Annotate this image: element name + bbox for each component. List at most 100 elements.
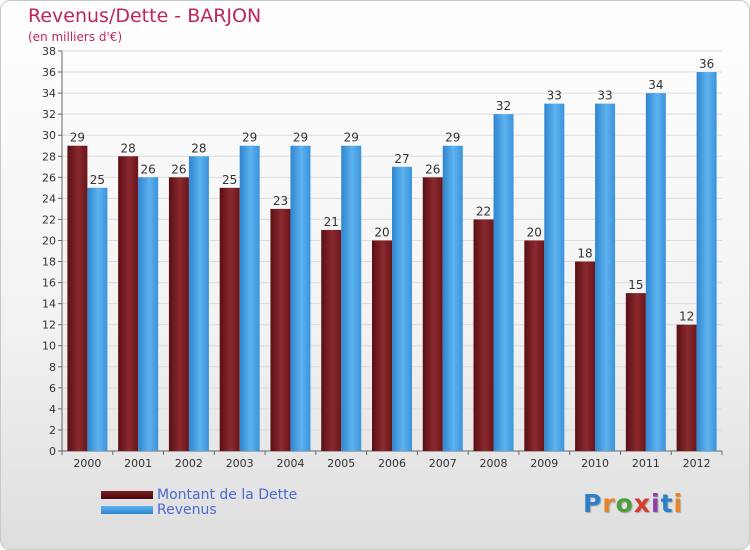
y-tick-label-12: 12 <box>42 319 56 332</box>
y-tick-label-6: 6 <box>49 382 56 395</box>
bar-debt-2002 <box>168 177 189 451</box>
x-tick-label-2007: 2007 <box>429 457 457 470</box>
proxiti-logo: Proxiti <box>583 489 683 518</box>
data-label-revenue-2004: 29 <box>293 131 308 145</box>
legend-item-debt: Montant de la Dette <box>101 487 297 503</box>
bar-debt-2003 <box>219 187 240 451</box>
x-tick-label-2004: 2004 <box>276 457 304 470</box>
legend-swatch-debt <box>101 491 153 499</box>
legend-item-revenue: Revenus <box>101 502 217 518</box>
x-tick-label-2003: 2003 <box>226 457 254 470</box>
bar-revenue-2006 <box>392 166 412 451</box>
data-label-revenue-2006: 27 <box>394 152 409 166</box>
data-label-debt-2012: 12 <box>679 310 694 324</box>
bar-debt-2008 <box>473 219 494 451</box>
y-tick-label-26: 26 <box>42 171 56 184</box>
logo-letter: x <box>633 489 651 518</box>
data-labels: 29 25 28 26 26 28 25 29 23 29 21 29 20 27 26 29 22 32 20 33… <box>70 57 715 324</box>
data-label-debt-2006: 20 <box>374 225 389 239</box>
x-tick-label-2011: 2011 <box>632 457 660 470</box>
logo-letter: r <box>602 489 616 518</box>
bar-debt-2012 <box>676 324 697 451</box>
bar-revenue-2007 <box>442 145 463 451</box>
y-tick-label-10: 10 <box>42 340 56 353</box>
data-label-debt-2010: 18 <box>577 247 592 261</box>
bar-debt-2005 <box>321 229 342 451</box>
bar-revenue-2008 <box>493 114 514 451</box>
y-tick-label-34: 34 <box>42 87 56 100</box>
x-tick-label-2001: 2001 <box>124 457 152 470</box>
bar-debt-2006 <box>372 240 392 451</box>
x-tick-label-2009: 2009 <box>530 457 558 470</box>
logo-letter: o <box>615 489 634 518</box>
x-tick-label-2010: 2010 <box>581 457 609 470</box>
y-tick-label-24: 24 <box>42 192 56 205</box>
data-label-debt-2007: 26 <box>425 162 440 176</box>
x-tick-label-2000: 2000 <box>73 457 101 470</box>
bar-revenue-2003 <box>239 145 260 451</box>
chart-title: Revenus/Dette - BARJON <box>28 5 262 27</box>
y-tick-label-32: 32 <box>42 108 56 121</box>
bar-revenue-2004 <box>290 145 311 451</box>
data-label-revenue-2000: 25 <box>90 173 105 187</box>
bar-debt-2000 <box>67 145 88 451</box>
bars <box>67 72 717 452</box>
data-label-revenue-2005: 29 <box>344 131 359 145</box>
bar-revenue-2011 <box>645 93 666 452</box>
y-tick-label-4: 4 <box>49 403 56 416</box>
data-label-debt-2000: 29 <box>70 131 85 145</box>
bar-revenue-2000 <box>87 187 108 451</box>
data-label-revenue-2010: 33 <box>597 89 612 103</box>
bar-revenue-2009 <box>544 103 565 451</box>
bar-revenue-2002 <box>188 156 209 451</box>
y-tick-label-8: 8 <box>49 361 56 374</box>
data-label-revenue-2011: 34 <box>648 78 663 92</box>
y-tick-label-22: 22 <box>42 213 56 226</box>
legend-label-debt: Montant de la Dette <box>157 487 298 503</box>
y-tick-label-0: 0 <box>49 445 56 458</box>
logo-letter: P <box>583 489 603 518</box>
data-label-debt-2002: 26 <box>171 162 186 176</box>
data-label-debt-2008: 22 <box>476 204 491 218</box>
legend-label-revenue: Revenus <box>157 502 217 518</box>
bar-debt-2011 <box>625 293 646 451</box>
data-label-revenue-2001: 26 <box>141 162 156 176</box>
data-label-debt-2011: 15 <box>628 278 643 292</box>
data-label-debt-2004: 23 <box>273 194 288 208</box>
bar-revenue-2010 <box>595 103 616 451</box>
x-tick-label-2006: 2006 <box>378 457 406 470</box>
bar-debt-2001 <box>118 156 139 451</box>
logo-letter: t <box>660 489 674 518</box>
x-tick-label-2012: 2012 <box>683 457 711 470</box>
bar-debt-2010 <box>575 261 596 451</box>
logo-letter: i <box>651 489 661 518</box>
y-tick-label-20: 20 <box>42 234 56 247</box>
bar-debt-2009 <box>524 240 545 451</box>
bar-debt-2004 <box>270 208 291 451</box>
x-tick-label-2008: 2008 <box>480 457 508 470</box>
data-label-revenue-2007: 29 <box>445 131 460 145</box>
y-tick-label-38: 38 <box>42 45 56 58</box>
data-label-revenue-2003: 29 <box>242 131 257 145</box>
bar-debt-2007 <box>422 177 443 451</box>
bar-revenue-2001 <box>138 177 159 451</box>
data-label-debt-2005: 21 <box>324 215 339 229</box>
legend-swatch-revenue <box>101 506 153 514</box>
data-label-revenue-2012: 36 <box>699 57 714 71</box>
data-label-revenue-2008: 32 <box>496 99 511 113</box>
y-tick-label-28: 28 <box>42 150 56 163</box>
data-label-debt-2001: 28 <box>121 141 136 155</box>
bar-revenue-2005 <box>341 145 362 451</box>
y-tick-label-18: 18 <box>42 256 56 269</box>
y-tick-label-36: 36 <box>42 66 56 79</box>
x-tick-label-2005: 2005 <box>327 457 355 470</box>
y-tick-label-14: 14 <box>42 298 56 311</box>
x-tick-label-2002: 2002 <box>175 457 203 470</box>
chart-subtitle: (en milliers d'€) <box>28 30 123 44</box>
data-label-debt-2009: 20 <box>527 225 542 239</box>
logo-letter: i <box>673 489 684 518</box>
y-tick-label-30: 30 <box>42 129 56 142</box>
